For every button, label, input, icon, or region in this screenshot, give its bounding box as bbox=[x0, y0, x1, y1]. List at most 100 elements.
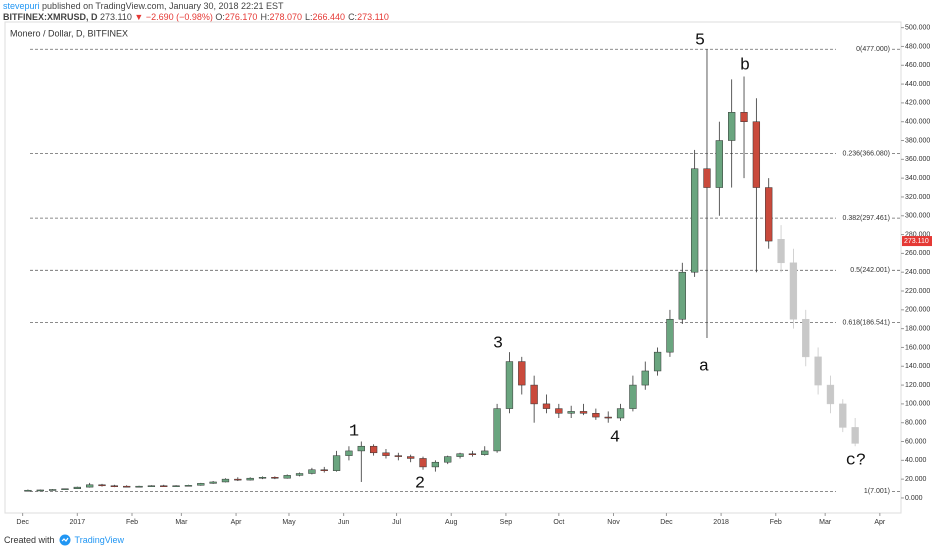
candle-body bbox=[419, 458, 427, 468]
candle-body bbox=[802, 318, 810, 358]
candle-body bbox=[592, 413, 600, 418]
x-tick-label: 2017 bbox=[70, 519, 86, 526]
candle-body bbox=[468, 453, 477, 455]
wave-label: 4 bbox=[610, 428, 620, 447]
y-tick-label: 340.000 bbox=[905, 175, 930, 182]
fib-label: 0(477.000) bbox=[856, 46, 890, 53]
candle-body bbox=[234, 478, 242, 481]
candle-body bbox=[444, 456, 452, 463]
candle-body bbox=[789, 262, 798, 320]
candle-body bbox=[629, 384, 637, 409]
y-tick-label: 20.000 bbox=[905, 476, 927, 483]
candle-body bbox=[826, 384, 835, 405]
y-tick-label: 180.000 bbox=[905, 325, 930, 332]
x-tick-label: Dec bbox=[660, 519, 673, 526]
y-tick-label: 100.000 bbox=[905, 401, 930, 408]
y-tick-label: 320.000 bbox=[905, 194, 930, 201]
ohlc-value: 266.440 bbox=[312, 12, 346, 22]
ohlc: O:276.170 H:278.070 L:266.440 C:273.110 bbox=[215, 12, 392, 22]
ohlc-key: O: bbox=[215, 12, 225, 22]
candle-body bbox=[505, 361, 514, 409]
y-tick-label: 260.000 bbox=[905, 250, 930, 257]
y-tick-label: 60.000 bbox=[905, 438, 927, 445]
candle-body bbox=[98, 484, 106, 487]
x-tick-label: Jun bbox=[338, 519, 349, 526]
y-tick-label: 360.000 bbox=[905, 156, 930, 163]
y-tick-label: 400.000 bbox=[905, 119, 930, 126]
candle-body bbox=[777, 239, 785, 264]
y-tick-label: 200.000 bbox=[905, 307, 930, 314]
wave-label: 2 bbox=[415, 474, 425, 493]
chart: Monero / Dollar, D, BITFINEX 0.000 20.000… bbox=[4, 21, 932, 526]
publish-line: stevepuri published on TradingView.com, … bbox=[3, 1, 284, 11]
candle-body bbox=[172, 485, 180, 487]
ohlc-value: 273.110 bbox=[357, 12, 389, 22]
candle-body bbox=[851, 427, 859, 444]
logo bbox=[59, 534, 71, 546]
x-tick-label: Jul bbox=[392, 519, 401, 526]
y-tick-label: 420.000 bbox=[905, 100, 930, 107]
candle-body bbox=[518, 361, 526, 386]
candle-body bbox=[382, 452, 390, 456]
fib-label: 0.5(242.001) bbox=[850, 267, 890, 274]
candle-body bbox=[320, 469, 328, 471]
x-tick-label: Mar bbox=[175, 519, 188, 526]
author[interactable]: stevepuri bbox=[3, 1, 40, 11]
y-tick-label: 120.000 bbox=[905, 382, 930, 389]
candle-body bbox=[24, 489, 32, 492]
brand[interactable]: TradingView bbox=[74, 535, 125, 545]
candle-body bbox=[110, 485, 118, 487]
y-tick-label: 40.000 bbox=[905, 457, 927, 464]
candle-body bbox=[61, 488, 69, 490]
candle-body bbox=[160, 485, 168, 487]
candle-body bbox=[542, 403, 551, 409]
candle-body bbox=[641, 370, 649, 386]
candle-body bbox=[407, 456, 415, 459]
symbol: BITFINEX:XMRUSD, D bbox=[3, 12, 98, 22]
candle-body bbox=[332, 455, 341, 471]
candle-body bbox=[567, 411, 575, 414]
symbol-line: BITFINEX:XMRUSD, D 273.110 ▼ −2.690 (−0.… bbox=[3, 12, 392, 22]
y-tick-label: 80.000 bbox=[905, 420, 927, 427]
candle-body bbox=[740, 112, 748, 122]
last-price-label: 273.110 bbox=[904, 238, 929, 245]
x-tick-label: 2018 bbox=[713, 519, 729, 526]
y-tick-label: 240.000 bbox=[905, 269, 930, 276]
candle-body bbox=[604, 416, 612, 419]
ohlc-value: 278.070 bbox=[269, 12, 302, 22]
candle-body bbox=[456, 453, 464, 457]
candle-body bbox=[814, 356, 822, 386]
x-tick-label: Dec bbox=[16, 519, 29, 526]
wave-label: 3 bbox=[493, 334, 503, 353]
candle-body bbox=[703, 168, 711, 188]
y-tick-label: 140.000 bbox=[905, 363, 930, 370]
change: ▼ −2.690 (−0.98%) bbox=[134, 12, 213, 22]
ohlc-key: C: bbox=[348, 12, 358, 22]
candle-body bbox=[493, 408, 501, 452]
candle-body bbox=[271, 477, 279, 479]
created: Created with bbox=[4, 535, 55, 545]
y-tick-label: 300.000 bbox=[905, 213, 930, 220]
x-tick-label: Oct bbox=[553, 519, 564, 526]
candle-body bbox=[579, 411, 588, 414]
x-tick-label: Apr bbox=[231, 519, 243, 526]
chart-title: Monero / Dollar, D, BITFINEX bbox=[10, 28, 128, 38]
candle-body bbox=[369, 445, 378, 454]
ohlc-key: L: bbox=[305, 12, 313, 22]
candle-body bbox=[616, 408, 625, 419]
candle-body bbox=[431, 461, 440, 468]
wave-label: 5 bbox=[695, 31, 705, 50]
candle-body bbox=[394, 455, 402, 457]
ohlc-key: H: bbox=[260, 12, 270, 22]
plot-frame bbox=[4, 21, 902, 514]
candle-body bbox=[221, 478, 230, 483]
candle-body bbox=[728, 112, 736, 141]
footer: Created with TradingView bbox=[4, 534, 124, 546]
candle-body bbox=[765, 187, 773, 242]
x-tick-label: Aug bbox=[445, 519, 458, 526]
x-tick-label: Feb bbox=[770, 519, 782, 526]
wave-label: 1 bbox=[349, 422, 359, 441]
y-tick-label: 380.000 bbox=[905, 137, 930, 144]
wave-label: b bbox=[740, 56, 750, 75]
